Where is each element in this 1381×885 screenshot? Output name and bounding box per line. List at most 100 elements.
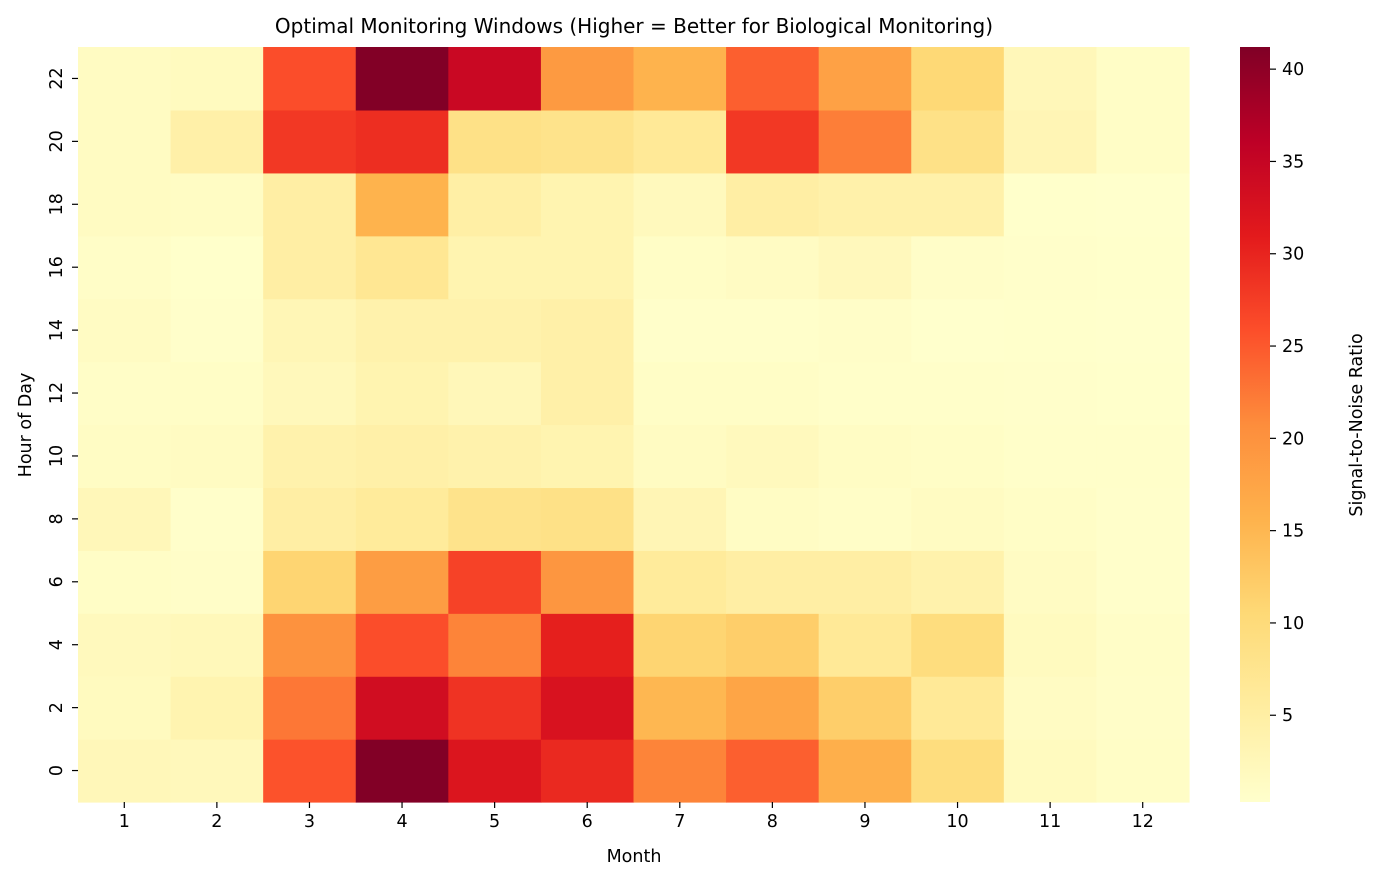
heatmap-cell bbox=[818, 739, 912, 803]
heatmap-cell bbox=[540, 109, 635, 174]
heatmap-cell bbox=[170, 47, 264, 111]
heatmap-cell bbox=[911, 172, 1005, 237]
heatmap-cell bbox=[726, 676, 820, 740]
x-tick-label: 11 bbox=[1039, 812, 1061, 832]
heatmap-cell bbox=[263, 676, 357, 740]
heatmap-cells bbox=[78, 47, 1190, 803]
heatmap-cell bbox=[540, 739, 635, 803]
heatmap-cell bbox=[170, 172, 264, 237]
heatmap-cell bbox=[355, 235, 449, 300]
heatmap-cell bbox=[911, 361, 1005, 426]
heatmap-cell bbox=[1003, 172, 1098, 237]
heatmap-cell bbox=[633, 361, 727, 426]
colorbar-tick-label: 15 bbox=[1282, 522, 1304, 542]
heatmap-cell bbox=[355, 109, 449, 174]
heatmap-cell bbox=[355, 739, 449, 803]
heatmap-cell bbox=[726, 550, 820, 614]
heatmap-cell bbox=[170, 550, 264, 614]
heatmap-cell bbox=[78, 172, 172, 237]
heatmap-cell bbox=[540, 550, 635, 614]
heatmap-cell bbox=[263, 739, 357, 803]
colorbar-tick-label: 30 bbox=[1282, 245, 1304, 265]
heatmap-cell bbox=[1096, 298, 1190, 363]
x-tick-label: 10 bbox=[946, 812, 968, 832]
heatmap-cell bbox=[911, 550, 1005, 614]
heatmap-cell bbox=[633, 109, 727, 174]
heatmap-cell bbox=[170, 298, 264, 363]
heatmap-cell bbox=[911, 424, 1005, 489]
heatmap-cell bbox=[355, 613, 449, 677]
heatmap-cell bbox=[911, 613, 1005, 677]
y-axis-ticks: 0 2 4 6 8 10 12 14 16 18 20 22 bbox=[47, 67, 78, 776]
heatmap-cell bbox=[448, 172, 542, 237]
heatmap-cell bbox=[633, 424, 727, 489]
heatmap-cell bbox=[1096, 739, 1190, 803]
heatmap-cell bbox=[1096, 613, 1190, 677]
heatmap-cell bbox=[911, 109, 1005, 174]
x-tick-label: 7 bbox=[674, 812, 685, 832]
heatmap-cell bbox=[818, 487, 912, 551]
heatmap-cell bbox=[1003, 298, 1098, 363]
chart-title: Optimal Monitoring Windows (Higher = Bet… bbox=[275, 14, 993, 38]
heatmap-cell bbox=[448, 298, 542, 363]
x-tick-label: 12 bbox=[1132, 812, 1154, 832]
heatmap-cell bbox=[78, 487, 172, 551]
heatmap-cell bbox=[540, 676, 635, 740]
heatmap-cell bbox=[540, 361, 635, 426]
heatmap-cell bbox=[818, 676, 912, 740]
y-axis-label: Hour of Day bbox=[16, 373, 36, 478]
heatmap-cell bbox=[1096, 109, 1190, 174]
heatmap-cell bbox=[818, 172, 912, 237]
heatmap-cell bbox=[170, 739, 264, 803]
colorbar-tick-label: 20 bbox=[1282, 429, 1304, 449]
heatmap-cell bbox=[170, 235, 264, 300]
heatmap-cell bbox=[540, 47, 635, 111]
y-tick-label: 22 bbox=[47, 67, 67, 89]
heatmap-cell bbox=[1003, 739, 1098, 803]
heatmap-cell bbox=[540, 424, 635, 489]
heatmap-cell bbox=[1096, 172, 1190, 237]
heatmap-cell bbox=[448, 109, 542, 174]
x-tick-label: 1 bbox=[119, 812, 130, 832]
heatmap-cell bbox=[263, 550, 357, 614]
heatmap-cell bbox=[448, 550, 542, 614]
heatmap-cell bbox=[355, 47, 449, 111]
colorbar-tick-label: 25 bbox=[1282, 337, 1304, 357]
heatmap-cell bbox=[263, 235, 357, 300]
heatmap-cell bbox=[1096, 361, 1190, 426]
heatmap-cell bbox=[1003, 550, 1098, 614]
heatmap-cell bbox=[448, 424, 542, 489]
heatmap-cell bbox=[818, 361, 912, 426]
y-tick-label: 8 bbox=[47, 513, 67, 524]
heatmap-cell bbox=[911, 235, 1005, 300]
x-tick-label: 8 bbox=[767, 812, 778, 832]
colorbar: 5 10 15 20 25 30 35 40 bbox=[1240, 47, 1304, 802]
heatmap-cell bbox=[78, 361, 172, 426]
x-tick-label: 4 bbox=[396, 812, 407, 832]
heatmap-cell bbox=[818, 424, 912, 489]
heatmap-cell bbox=[1096, 235, 1190, 300]
heatmap-cell bbox=[1096, 424, 1190, 489]
heatmap-cell bbox=[633, 613, 727, 677]
heatmap-cell bbox=[633, 235, 727, 300]
heatmap-cell bbox=[633, 676, 727, 740]
heatmap-cell bbox=[78, 424, 172, 489]
y-tick-label: 20 bbox=[47, 130, 67, 152]
heatmap-cell bbox=[633, 739, 727, 803]
heatmap-cell bbox=[1003, 676, 1098, 740]
heatmap-cell bbox=[1003, 361, 1098, 426]
heatmap-cell bbox=[726, 47, 820, 111]
heatmap-cell bbox=[355, 361, 449, 426]
heatmap-cell bbox=[633, 298, 727, 363]
heatmap-cell bbox=[818, 109, 912, 174]
heatmap-cell bbox=[726, 613, 820, 677]
heatmap-cell bbox=[263, 172, 357, 237]
heatmap-cell bbox=[355, 172, 449, 237]
heatmap-cell bbox=[263, 109, 357, 174]
heatmap-cell bbox=[540, 235, 635, 300]
x-axis-ticks: 1 2 3 4 5 6 7 8 9 10 11 12 bbox=[119, 802, 1154, 832]
heatmap-cell bbox=[448, 613, 542, 677]
heatmap-cell bbox=[726, 739, 820, 803]
heatmap-cell bbox=[633, 550, 727, 614]
